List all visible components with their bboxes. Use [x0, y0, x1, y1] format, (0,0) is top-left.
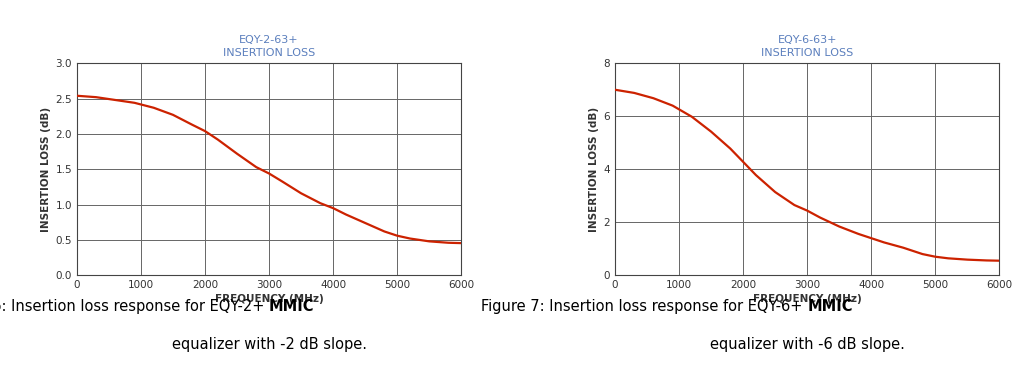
X-axis label: FREQUENCY (MHz): FREQUENCY (MHz) — [214, 294, 324, 304]
Text: equalizer with -6 dB slope.: equalizer with -6 dB slope. — [709, 337, 905, 352]
X-axis label: FREQUENCY (MHz): FREQUENCY (MHz) — [752, 294, 862, 304]
Text: MMIC: MMIC — [808, 299, 853, 314]
Title: EQY-2-63+
INSERTION LOSS: EQY-2-63+ INSERTION LOSS — [223, 35, 316, 58]
Text: Figure 6: Insertion loss response for EQY-2+: Figure 6: Insertion loss response for EQ… — [0, 299, 269, 314]
Y-axis label: INSERTION LOSS (dB): INSERTION LOSS (dB) — [41, 107, 51, 232]
Text: Figure 7: Insertion loss response for EQY-6+: Figure 7: Insertion loss response for EQ… — [481, 299, 808, 314]
Text: MMIC: MMIC — [269, 299, 315, 314]
Y-axis label: INSERTION LOSS (dB): INSERTION LOSS (dB) — [589, 107, 600, 232]
Title: EQY-6-63+
INSERTION LOSS: EQY-6-63+ INSERTION LOSS — [761, 35, 853, 58]
Text: equalizer with -2 dB slope.: equalizer with -2 dB slope. — [171, 337, 367, 352]
